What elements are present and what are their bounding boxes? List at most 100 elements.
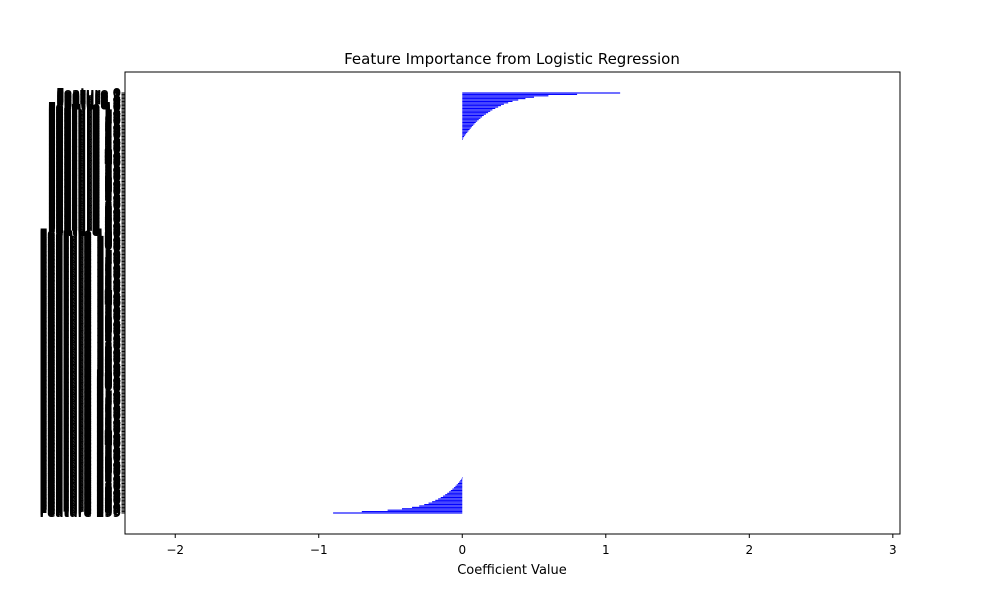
- y-tick-label: Feature 227: [39, 405, 121, 419]
- y-tick-label: Feature 29: [48, 127, 121, 141]
- y-tick-label: Feature 88: [48, 210, 121, 224]
- y-tick-label: Feature 91: [48, 214, 121, 228]
- y-tick-label: Feature 235: [39, 416, 121, 430]
- y-tick-label: Feature 159: [39, 309, 121, 323]
- y-tick-label: Feature 173: [39, 329, 121, 343]
- y-tick-label: Feature 156: [39, 305, 121, 319]
- y-tick-label: Feature 2: [56, 89, 121, 103]
- y-tick-label: Feature 191: [39, 354, 121, 368]
- y-tick-label: Feature 147: [39, 292, 121, 306]
- y-tick-label: Feature 19: [48, 113, 121, 127]
- y-tick-label: Feature 247: [39, 433, 121, 447]
- y-tick-label: Feature 279: [39, 478, 121, 492]
- y-tick-label: Feature 162: [39, 314, 121, 328]
- y-tick-label: Feature 275: [39, 472, 121, 486]
- y-tick-label: Feature 72: [48, 187, 121, 201]
- y-tick-label: Feature 297: [39, 503, 121, 517]
- y-tick-label: Feature 59: [48, 169, 121, 183]
- y-tick-label: Feature 50: [48, 156, 121, 170]
- y-tick-label: Feature 90: [48, 212, 121, 226]
- y-tick-label: Feature 218: [39, 392, 121, 406]
- bar: [462, 123, 475, 125]
- y-tick-label: Feature 34: [48, 134, 121, 148]
- y-tick-label: Feature 183: [39, 343, 121, 357]
- y-tick-label: Feature 292: [39, 496, 121, 510]
- y-tick-label: Feature 84: [48, 204, 121, 218]
- y-tick-label: Feature 231: [39, 410, 121, 424]
- x-tick-label: 2: [745, 543, 753, 557]
- y-tick-label: Feature 230: [39, 409, 121, 423]
- y-tick-label: Feature 200: [39, 367, 121, 381]
- y-tick-label: Feature 192: [39, 356, 121, 370]
- y-tick-label: Feature 5: [56, 93, 121, 107]
- y-tick-label: Feature 283: [39, 484, 121, 498]
- y-tick-label: Feature 181: [39, 340, 121, 354]
- y-tick-label: Feature 140: [39, 283, 121, 297]
- y-tick-label: Feature 111: [39, 242, 121, 256]
- bar: [462, 128, 470, 131]
- y-tick-label: Feature 157: [39, 307, 121, 321]
- y-tick-label: Feature 102: [39, 229, 121, 243]
- y-tick-label: Feature 226: [39, 403, 121, 417]
- y-tick-label: Feature 290: [39, 493, 121, 507]
- y-tick-label: Feature 35: [48, 135, 121, 149]
- y-tick-label: Feature 170: [39, 325, 121, 339]
- y-tick-label: Feature 73: [48, 189, 121, 203]
- y-tick-label: Feature 6: [56, 94, 121, 108]
- y-tick-label: Feature 198: [39, 364, 121, 378]
- y-tick-label: Feature 18: [48, 111, 121, 125]
- y-tick-label: Feature 194: [39, 359, 121, 373]
- y-tick-label: Feature 22: [48, 117, 121, 131]
- y-tick-label: Feature 286: [39, 488, 121, 502]
- y-tick-label: Feature 95: [48, 219, 121, 233]
- plot-frame: [124, 71, 901, 535]
- y-tick-label: Feature 93: [48, 217, 121, 231]
- y-tick-label: Feature 121: [39, 256, 121, 270]
- y-tick-label: Feature 42: [48, 145, 121, 159]
- y-tick-label: Feature 17: [48, 110, 121, 124]
- bar: [453, 487, 463, 489]
- bar: [462, 117, 481, 119]
- y-tick-label: Feature 178: [39, 336, 121, 350]
- bar: [452, 488, 463, 490]
- y-tick-label: Feature 172: [39, 328, 121, 342]
- y-tick-label: Feature 92: [48, 215, 121, 229]
- y-tick-label: Feature 39: [48, 141, 121, 155]
- bar: [443, 495, 463, 497]
- y-tick-label: Feature 259: [39, 450, 121, 464]
- bar: [462, 99, 519, 101]
- y-tick-label: Feature 69: [48, 183, 121, 197]
- y-tick-label: Feature 236: [39, 418, 121, 432]
- bar: [462, 127, 471, 129]
- y-tick-label: Feature 263: [39, 455, 121, 469]
- bar: [462, 131, 468, 133]
- y-tick-label: Feature 251: [39, 439, 121, 453]
- y-tick-label: Feature 75: [48, 191, 121, 205]
- y-tick-label: Feature 168: [39, 322, 121, 336]
- y-tick-label: Feature 276: [39, 474, 121, 488]
- bar: [462, 121, 476, 124]
- bar: [455, 485, 463, 487]
- y-tick-label: Feature 25: [48, 121, 121, 135]
- y-tick-label: Feature 271: [39, 467, 121, 481]
- bar: [462, 133, 467, 135]
- y-tick-label: Feature 269: [39, 464, 121, 478]
- y-tick-label: Feature 114: [39, 246, 121, 260]
- y-tick-label: Feature 206: [39, 375, 121, 389]
- y-tick-label: Feature 287: [39, 489, 121, 503]
- y-tick-label: Feature 264: [39, 457, 121, 471]
- y-tick-label: Feature 197: [39, 363, 121, 377]
- y-tick-label: Feature 46: [48, 151, 121, 165]
- bar: [440, 496, 463, 499]
- y-tick-label: Feature 98: [48, 224, 121, 238]
- y-tick-label: Feature 258: [39, 448, 121, 462]
- y-tick-label: Feature 125: [39, 262, 121, 276]
- bar: [462, 107, 496, 110]
- x-tick-label: −2: [166, 543, 184, 557]
- y-tick-label: Feature 119: [39, 253, 121, 267]
- y-tick-label: Feature 1: [56, 87, 121, 101]
- y-tick-label: Feature 65: [48, 177, 121, 191]
- y-tick-label: Feature 120: [39, 255, 121, 269]
